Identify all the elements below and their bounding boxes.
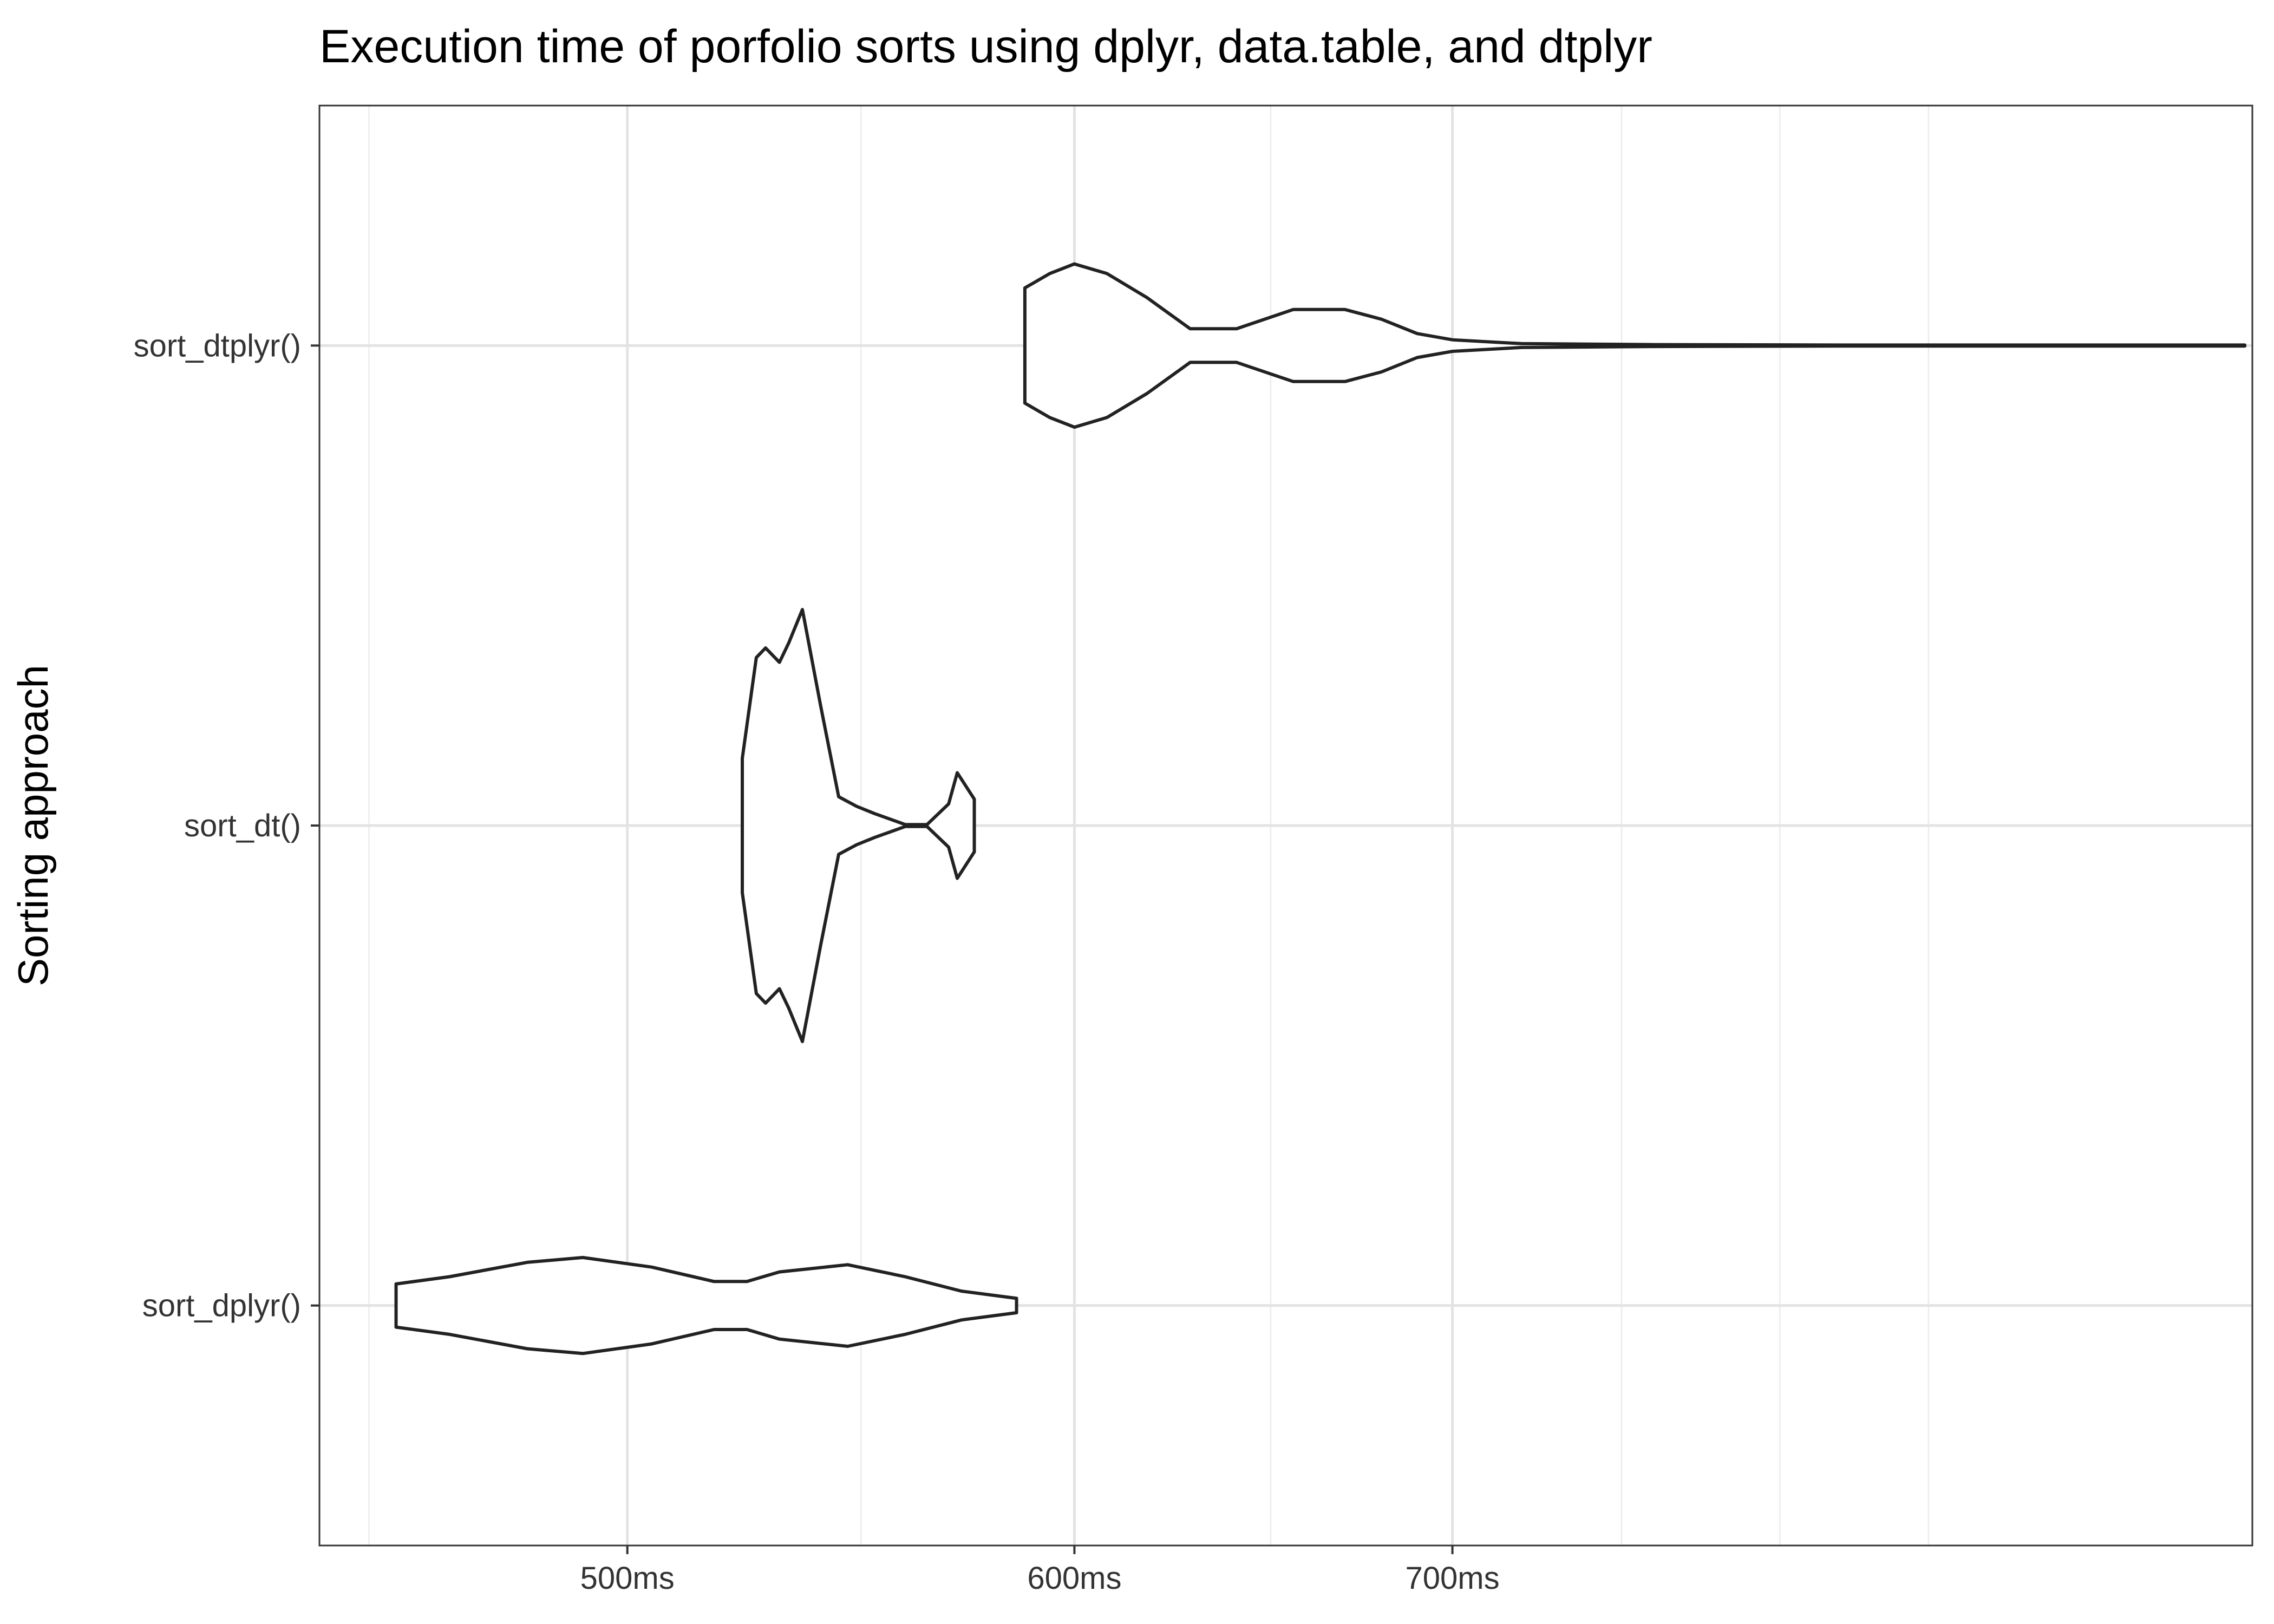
x-tick-label: 700ms <box>1406 1561 1500 1596</box>
violin-sort_dt <box>741 608 976 1043</box>
y-tick-label: sort_dplyr() <box>142 1288 301 1324</box>
violin-sort_dplyr <box>394 1256 1018 1355</box>
y-axis-title: Sorting approach <box>9 665 57 986</box>
x-tick-label: 600ms <box>1027 1561 1121 1596</box>
violin-layer <box>394 262 2246 1355</box>
chart-title: Execution time of porfolio sorts using d… <box>319 21 1652 73</box>
y-tick-label: sort_dtplyr() <box>134 328 301 363</box>
x-tick-label: 500ms <box>580 1561 675 1596</box>
y-tick-label: sort_dt() <box>184 808 301 843</box>
axis-layer: 500ms 600ms 700ms sort_dtplyr() sort_dt()sor… <box>134 328 1500 1596</box>
violin-sort_dtplyr <box>1023 262 2246 429</box>
